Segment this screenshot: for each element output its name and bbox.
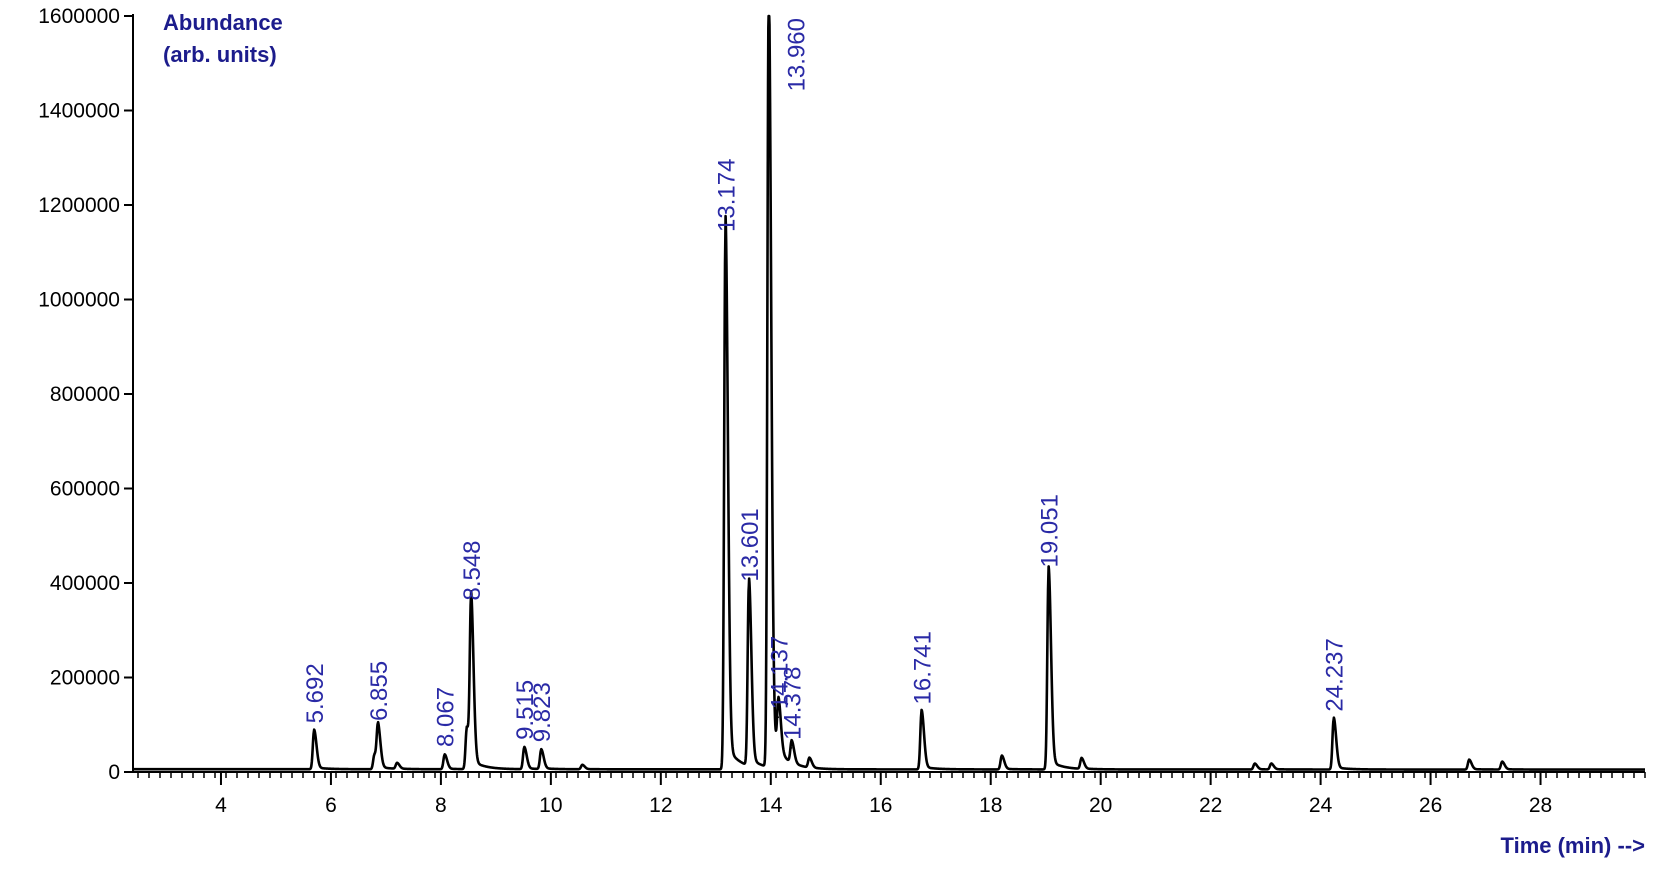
tick-marks: 0 200000 400000 600000 800000 1000000 1200000 1… bbox=[38, 5, 1646, 817]
trace-layer bbox=[131, 14, 1647, 771]
peak-apex bbox=[373, 754, 376, 756]
peak-label: 14.137 bbox=[766, 636, 793, 709]
peak-apex bbox=[920, 711, 923, 714]
peak-apex bbox=[1332, 718, 1335, 721]
peak-apex bbox=[377, 728, 379, 730]
peak-label: 9.823 bbox=[529, 682, 556, 742]
peak-label: 8.548 bbox=[459, 540, 486, 600]
peak-apex bbox=[1080, 757, 1083, 760]
peak-apex bbox=[465, 728, 468, 730]
peak-apex bbox=[1047, 574, 1050, 577]
peak-apex bbox=[1501, 760, 1503, 763]
y-tick-label: 1200000 bbox=[38, 194, 120, 217]
peak-label: 6.855 bbox=[366, 661, 393, 721]
peak-label: 5.692 bbox=[302, 663, 329, 723]
axes bbox=[132, 14, 1645, 773]
peak-label: 16.741 bbox=[909, 631, 936, 704]
y-axis-title-line1: Abundance bbox=[163, 10, 283, 35]
peak-apex bbox=[443, 754, 446, 756]
y-tick-label: 600000 bbox=[50, 478, 120, 501]
x-tick-label: 18 bbox=[979, 794, 1002, 817]
peak-label: 13.174 bbox=[713, 159, 740, 232]
peak-label: 8.067 bbox=[433, 687, 460, 747]
x-tick-label: 14 bbox=[759, 794, 783, 817]
peak-apex bbox=[724, 239, 727, 241]
peak-label: 13.601 bbox=[737, 508, 764, 581]
peak-label: 13.960 bbox=[784, 18, 811, 91]
peak-apex bbox=[1253, 762, 1256, 765]
x-tick-label: 16 bbox=[869, 794, 892, 817]
y-tick-label: 0 bbox=[108, 761, 120, 784]
x-tick-label: 4 bbox=[215, 794, 227, 817]
x-tick-label: 22 bbox=[1199, 794, 1222, 817]
peak-label: 24.237 bbox=[1322, 638, 1349, 711]
y-tick-label: 1600000 bbox=[38, 5, 120, 28]
y-tick-label: 800000 bbox=[50, 383, 120, 406]
peak-apex bbox=[581, 764, 584, 766]
x-tick-label: 26 bbox=[1419, 794, 1442, 817]
peak-apex bbox=[790, 747, 793, 749]
peak-apex bbox=[777, 716, 780, 718]
peak-label: 9.515 bbox=[512, 680, 539, 740]
peak-apex bbox=[1000, 755, 1003, 757]
peak-apex bbox=[396, 762, 398, 765]
x-tick-label: 6 bbox=[325, 794, 337, 817]
peak-apex bbox=[313, 730, 315, 733]
peak-apex bbox=[1468, 758, 1470, 761]
x-tick-label: 28 bbox=[1529, 794, 1552, 817]
x-axis-title: Time (min) --> bbox=[1501, 833, 1645, 858]
y-tick-label: 200000 bbox=[50, 667, 120, 690]
y-tick-label: 1400000 bbox=[38, 100, 120, 123]
peak-apex bbox=[767, 15, 770, 17]
y-tick-label: 1000000 bbox=[38, 289, 120, 312]
y-tick-label: 400000 bbox=[50, 572, 120, 595]
y-axis-title-line2: (arb. units) bbox=[163, 42, 277, 67]
peak-label: 19.051 bbox=[1037, 494, 1064, 567]
peak-apex bbox=[1270, 762, 1272, 765]
x-tick-label: 12 bbox=[649, 794, 672, 817]
peak-apex bbox=[470, 607, 472, 610]
peak-apex bbox=[540, 749, 542, 752]
peak-apex bbox=[748, 588, 750, 591]
x-tick-label: 24 bbox=[1309, 794, 1333, 817]
chromatogram-trace bbox=[131, 14, 1647, 771]
peak-apex bbox=[523, 747, 525, 749]
peak-apex bbox=[808, 758, 811, 761]
x-tick-label: 20 bbox=[1089, 794, 1112, 817]
peak-label: 14.378 bbox=[780, 666, 807, 739]
x-tick-label: 8 bbox=[435, 794, 447, 817]
x-tick-label: 10 bbox=[539, 794, 562, 817]
